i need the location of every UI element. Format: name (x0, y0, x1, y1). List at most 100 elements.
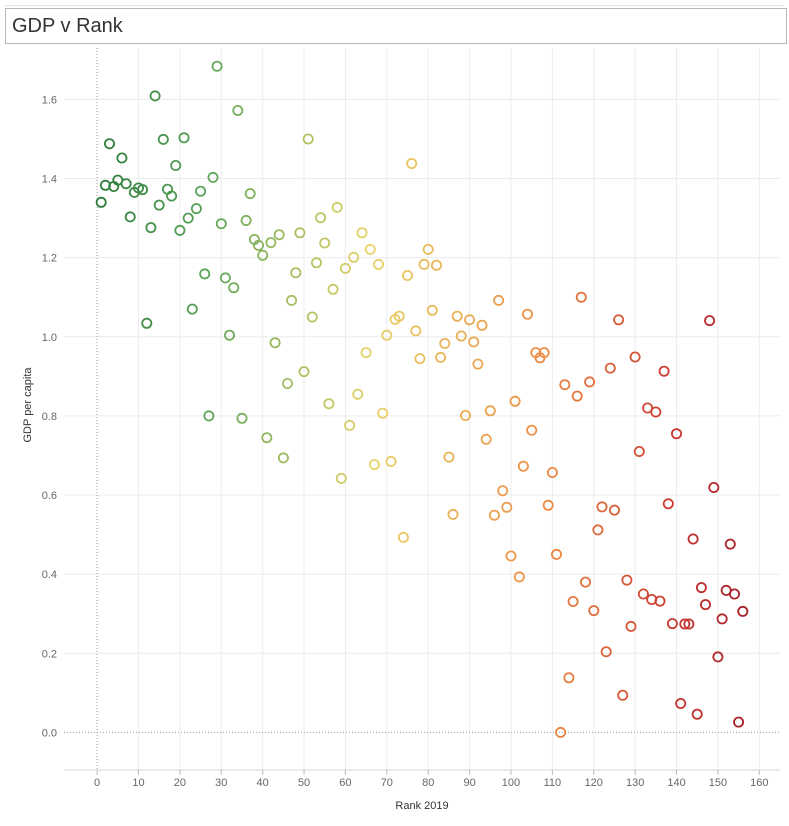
data-point[interactable] (497, 485, 509, 497)
data-point[interactable] (600, 646, 612, 658)
data-point[interactable] (691, 708, 703, 720)
data-point[interactable] (414, 353, 426, 365)
data-point[interactable] (323, 398, 335, 410)
data-point[interactable] (265, 237, 277, 249)
data-point[interactable] (729, 588, 741, 600)
data-point[interactable] (679, 618, 691, 630)
data-point[interactable] (203, 410, 215, 422)
data-point[interactable] (637, 588, 649, 600)
data-point[interactable] (257, 249, 269, 261)
data-point[interactable] (501, 501, 513, 513)
data-point[interactable] (120, 178, 132, 190)
data-point[interactable] (141, 317, 153, 329)
data-point[interactable] (650, 406, 662, 418)
data-point[interactable] (596, 501, 608, 513)
data-point[interactable] (488, 509, 500, 521)
data-point[interactable] (348, 251, 360, 263)
data-point[interactable] (493, 294, 505, 306)
data-point[interactable] (223, 329, 235, 341)
data-point[interactable] (310, 257, 322, 269)
data-point[interactable] (683, 618, 695, 630)
data-point[interactable] (633, 445, 645, 457)
data-point[interactable] (435, 351, 447, 363)
data-point[interactable] (563, 672, 575, 684)
data-point[interactable] (559, 379, 571, 391)
data-point[interactable] (513, 571, 525, 583)
data-point[interactable] (215, 218, 227, 230)
data-point[interactable] (244, 188, 256, 200)
data-point[interactable] (509, 395, 521, 407)
data-point[interactable] (613, 314, 625, 326)
data-point[interactable] (712, 651, 724, 663)
data-point[interactable] (406, 157, 418, 169)
data-point[interactable] (584, 376, 596, 388)
data-point[interactable] (269, 337, 281, 349)
data-point[interactable] (546, 466, 558, 478)
data-point[interactable] (331, 201, 343, 213)
data-point[interactable] (236, 412, 248, 424)
data-point[interactable] (195, 185, 207, 197)
data-point[interactable] (580, 576, 592, 588)
data-point[interactable] (124, 211, 136, 223)
data-point[interactable] (451, 310, 463, 322)
data-point[interactable] (174, 224, 186, 236)
data-point[interactable] (708, 481, 720, 493)
data-point[interactable] (662, 498, 674, 510)
data-point[interactable] (145, 222, 157, 234)
data-point[interactable] (426, 304, 438, 316)
data-point[interactable] (397, 531, 409, 543)
data-point[interactable] (484, 405, 496, 417)
data-point[interactable] (335, 472, 347, 484)
data-point[interactable] (505, 550, 517, 562)
data-point[interactable] (430, 259, 442, 271)
data-point[interactable] (261, 432, 273, 444)
data-point[interactable] (410, 325, 422, 337)
data-point[interactable] (360, 347, 372, 359)
data-point[interactable] (476, 319, 488, 331)
data-point[interactable] (687, 533, 699, 545)
data-point[interactable] (170, 159, 182, 171)
data-point[interactable] (166, 190, 178, 202)
data-point[interactable] (455, 330, 467, 342)
data-point[interactable] (695, 582, 707, 594)
data-point[interactable] (542, 499, 554, 511)
data-point[interactable] (302, 133, 314, 145)
data-point[interactable] (526, 424, 538, 436)
data-point[interactable] (418, 258, 430, 270)
data-point[interactable] (95, 196, 107, 208)
data-point[interactable] (592, 524, 604, 536)
data-point[interactable] (654, 595, 666, 607)
data-point[interactable] (344, 419, 356, 431)
data-point[interactable] (153, 199, 165, 211)
data-point[interactable] (381, 329, 393, 341)
data-point[interactable] (104, 138, 116, 150)
data-point[interactable] (228, 282, 240, 294)
data-point[interactable] (339, 262, 351, 274)
data-point[interactable] (733, 716, 745, 728)
data-point[interactable] (480, 433, 492, 445)
data-point[interactable] (290, 267, 302, 279)
data-point[interactable] (207, 171, 219, 183)
data-point[interactable] (671, 428, 683, 440)
data-point[interactable] (273, 229, 285, 241)
data-point[interactable] (629, 351, 641, 363)
data-point[interactable] (567, 596, 579, 608)
data-point[interactable] (700, 599, 712, 611)
data-point[interactable] (277, 452, 289, 464)
data-point[interactable] (538, 347, 550, 359)
data-point[interactable] (219, 272, 231, 284)
data-point[interactable] (464, 314, 476, 326)
data-point[interactable] (468, 336, 480, 348)
data-point[interactable] (555, 726, 567, 738)
data-point[interactable] (182, 212, 194, 224)
data-point[interactable] (617, 689, 629, 701)
data-point[interactable] (472, 358, 484, 370)
data-point[interactable] (385, 455, 397, 467)
data-point[interactable] (294, 227, 306, 239)
data-point[interactable] (658, 365, 670, 377)
data-point[interactable] (372, 258, 384, 270)
data-point[interactable] (604, 362, 616, 374)
data-point[interactable] (149, 90, 161, 102)
data-point[interactable] (724, 538, 736, 550)
data-point[interactable] (364, 243, 376, 255)
